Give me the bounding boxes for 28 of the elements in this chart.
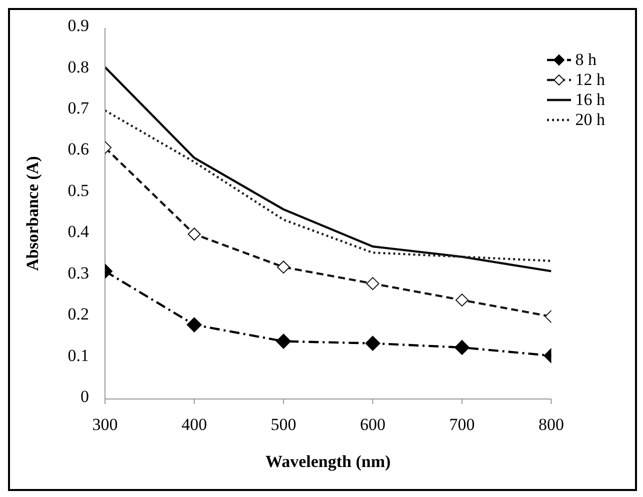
y-tick-label: 0.3 [68,263,89,282]
legend-label: 8 h [575,50,596,70]
x-tick-label: 800 [538,415,564,434]
y-tick-label: 0.4 [68,222,90,242]
line-series [105,109,552,262]
legend-label: 16 h [575,90,605,110]
point [365,336,380,351]
x-tick-label: 700 [449,415,475,434]
y-tick-label: 0.1 [68,346,89,365]
y-tick-label: 0.2 [68,304,89,324]
y-axis-title: Absorbance (A) [23,156,42,271]
point [277,260,290,274]
y-tick-label: 0 [80,387,89,406]
x-tick-label: 300 [92,415,118,434]
legend-label: 20 h [575,110,605,130]
y-tick-label: 0.7 [68,98,90,118]
legend-label: 12 h [575,70,605,90]
point [276,334,291,349]
y-tick-label: 0.5 [68,180,89,200]
point [366,277,380,290]
y-tick-label: 0.9 [68,16,89,36]
line-series [105,66,552,272]
x-tick-label: 600 [360,415,386,434]
x-tick-label: 500 [270,415,296,434]
x-axis-title: Wavelength (nm) [266,452,391,471]
x-tick-label: 400 [182,415,207,434]
y-tick-label: 0.6 [68,140,89,159]
y-tick-label: 0.8 [68,57,89,76]
